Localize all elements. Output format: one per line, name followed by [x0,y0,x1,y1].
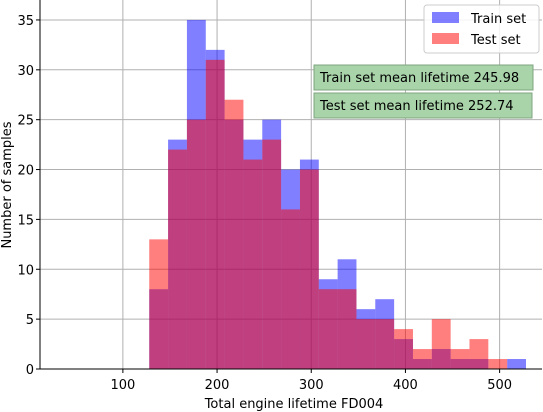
bars-layer [149,19,526,370]
bar-train-19 [507,359,526,369]
train-mean-annotation-text: Train set mean lifetime 245.98 [319,71,519,86]
legend-swatch-train [432,12,459,23]
tick-layer: 100 200 300 400 500 0 5 10 15 20 25 30 35 [17,14,512,393]
y-tick-label-5: 5 [26,313,34,328]
bar-test-16 [450,349,470,369]
bar-test-15 [431,319,451,369]
bar-test-0 [149,239,169,369]
x-tick-label-400: 400 [393,378,418,393]
y-tick-label-30: 30 [17,64,34,79]
axis-spines [39,0,542,370]
bar-test-13 [394,329,413,369]
bar-test-11 [356,319,376,369]
legend: Train set Test set [423,4,540,54]
legend-label-test: Test set [470,33,521,48]
annotations: Train set mean lifetime 245.98 Test set … [313,64,534,119]
y-axis-label: Number of samples [0,121,15,248]
x-tick-label-500: 500 [487,378,512,393]
y-tick-label-15: 15 [17,213,34,228]
bar-test-2 [186,119,206,369]
test-mean-annotation: Test set mean lifetime 252.74 [313,92,533,119]
x-tick-label-100: 100 [110,378,135,393]
y-tick-label-20: 20 [17,164,34,179]
bar-test-6 [262,139,282,369]
y-tick-label-35: 35 [17,14,34,29]
y-tick-label-10: 10 [17,263,34,278]
test-mean-annotation-box [313,92,533,119]
bar-test-12 [375,319,395,369]
x-tick-label-300: 300 [299,378,324,393]
test-mean-annotation-text: Test set mean lifetime 252.74 [319,99,514,114]
train-mean-annotation: Train set mean lifetime 245.98 [313,64,534,91]
bar-test-1 [168,149,187,369]
x-axis-label: Total engine lifetime FD004 [204,397,384,412]
bar-test-5 [243,159,263,369]
bar-test-17 [469,339,489,369]
bar-test-9 [318,289,338,369]
bar-test-14 [412,349,432,369]
train-mean-annotation-box [313,64,534,91]
bar-test-7 [281,209,300,369]
bar-test-18 [488,359,508,369]
bar-test-8 [299,169,319,369]
bar-test-4 [224,99,244,369]
y-tick-label-25: 25 [17,114,34,129]
y-tick-label-0: 0 [26,363,34,378]
bar-test-10 [337,289,357,369]
legend-label-train: Train set [470,12,526,27]
legend-swatch-test [432,33,459,44]
bar-test-3 [205,59,225,370]
x-tick-label-200: 200 [205,378,230,393]
